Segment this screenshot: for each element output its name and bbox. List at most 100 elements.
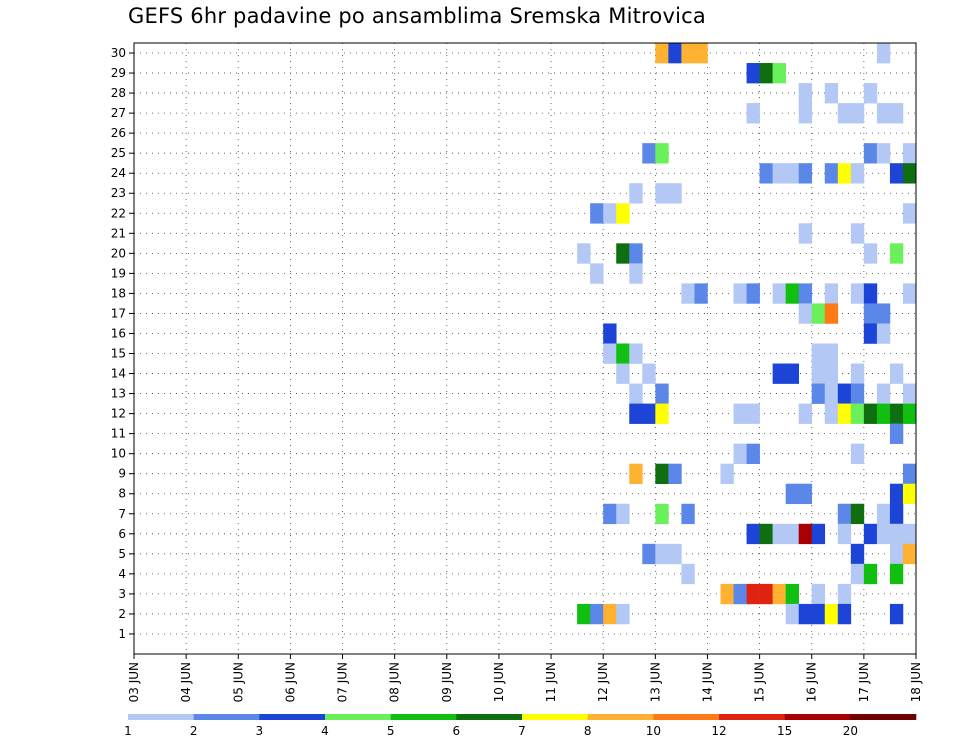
heatmap-cell [655, 383, 669, 404]
heatmap-cell [902, 463, 917, 485]
y-tick-label: 19 [111, 266, 126, 280]
heatmap-cell [629, 183, 643, 204]
heatmap-cell [759, 63, 773, 84]
heatmap-cell [798, 403, 813, 424]
grid-layer [134, 43, 916, 654]
heatmap-cell [616, 343, 630, 364]
heatmap-cell [850, 503, 865, 525]
heatmap-cell [655, 463, 669, 485]
heatmap-cell [850, 223, 865, 244]
heatmap-cell [655, 143, 669, 164]
heatmap-cell [798, 303, 813, 324]
x-axis: 03 JUN 04 JUN 05 JUN 06 JUN 07 JUN 08 JUN 09 J… [127, 654, 923, 702]
heatmap-cell [629, 243, 643, 264]
x-tick-label: 11 JUN [544, 662, 558, 702]
heatmap-cell [811, 303, 826, 324]
heatmap-cell [811, 523, 826, 545]
heatmap-cell [772, 163, 786, 184]
heatmap-cell [668, 183, 682, 204]
heatmap-cell [824, 343, 839, 364]
heatmap-cell [603, 503, 617, 525]
heatmap-cell [733, 403, 747, 424]
heatmap-cell [772, 63, 786, 84]
heatmap-cell [837, 383, 852, 404]
heatmap-cell [785, 363, 799, 384]
y-tick-label: 1 [118, 627, 126, 641]
heatmap-cell [850, 163, 865, 184]
heatmap-cell [603, 323, 617, 344]
colorbar-label: 2 [190, 724, 198, 738]
colorbar-label: 15 [777, 724, 792, 738]
heatmap-cell [889, 563, 904, 585]
x-tick-label: 06 JUN [283, 662, 297, 702]
heatmap-cell [902, 143, 917, 164]
heatmap-cell [863, 403, 878, 424]
y-tick-label: 13 [111, 387, 126, 401]
x-tick-label: 13 JUN [648, 662, 662, 702]
cell-layer [577, 43, 917, 625]
heatmap-cell [876, 43, 891, 64]
heatmap-cell [642, 143, 656, 164]
x-tick-label: 12 JUN [596, 662, 610, 702]
heatmap-cell [798, 523, 813, 545]
y-tick-label: 17 [111, 306, 126, 320]
plot-frame [133, 42, 917, 655]
heatmap-cell [876, 103, 891, 124]
colorbar-swatch [456, 714, 523, 720]
y-tick-label: 21 [111, 226, 126, 240]
heatmap-cell [746, 403, 760, 424]
heatmap-cell [577, 243, 591, 264]
heatmap-cell [681, 503, 695, 525]
heatmap-cell [655, 403, 669, 424]
heatmap-cell [798, 83, 813, 104]
heatmap-cell [798, 163, 813, 184]
heatmap-cell [824, 283, 839, 304]
heatmap-cell [746, 103, 760, 124]
heatmap-cell [850, 563, 865, 585]
x-tick-label: 10 JUN [492, 662, 506, 702]
y-tick-label: 27 [111, 106, 126, 120]
colorbar-label: 5 [387, 724, 395, 738]
y-tick-label: 7 [118, 507, 126, 521]
heatmap-cell [720, 583, 734, 605]
heatmap-cell [876, 383, 891, 404]
heatmap-cell [902, 283, 917, 304]
heatmap-cell [616, 243, 630, 264]
heatmap-cell [785, 483, 799, 505]
heatmap-cell [863, 323, 878, 344]
heatmap-cell [863, 563, 878, 585]
heatmap-cell [668, 543, 682, 565]
y-tick-label: 11 [111, 427, 126, 441]
heatmap-cell [889, 163, 904, 184]
heatmap-cell [824, 83, 839, 104]
y-tick-label: 18 [111, 286, 126, 300]
colorbar-label: 3 [256, 724, 264, 738]
heatmap-cell [837, 103, 852, 124]
heatmap-cell [889, 543, 904, 565]
heatmap-cell [616, 363, 630, 384]
heatmap-cell [863, 243, 878, 264]
heatmap-cell [850, 443, 865, 464]
heatmap-cell [889, 403, 904, 424]
heatmap-cell [733, 443, 747, 464]
heatmap-cell [863, 303, 878, 324]
heatmap-cell [850, 363, 865, 384]
heatmap-cell [785, 163, 799, 184]
y-tick-label: 24 [111, 166, 126, 180]
heatmap-cell [798, 223, 813, 244]
heatmap-cell [798, 283, 813, 304]
heatmap-cell [902, 203, 917, 224]
heatmap-cell [759, 163, 773, 184]
heatmap-cell [837, 503, 852, 525]
heatmap-cell [668, 463, 682, 485]
heatmap-cell [590, 263, 604, 284]
heatmap-cell [889, 423, 904, 444]
heatmap-cell [850, 103, 865, 124]
heatmap-cell [876, 403, 891, 424]
y-tick-label: 2 [118, 607, 126, 621]
heatmap-cell [811, 603, 826, 625]
x-tick-label: 15 JUN [753, 662, 767, 702]
y-tick-label: 10 [111, 447, 126, 461]
x-tick-label: 09 JUN [440, 662, 454, 702]
heatmap-cell [590, 203, 604, 224]
